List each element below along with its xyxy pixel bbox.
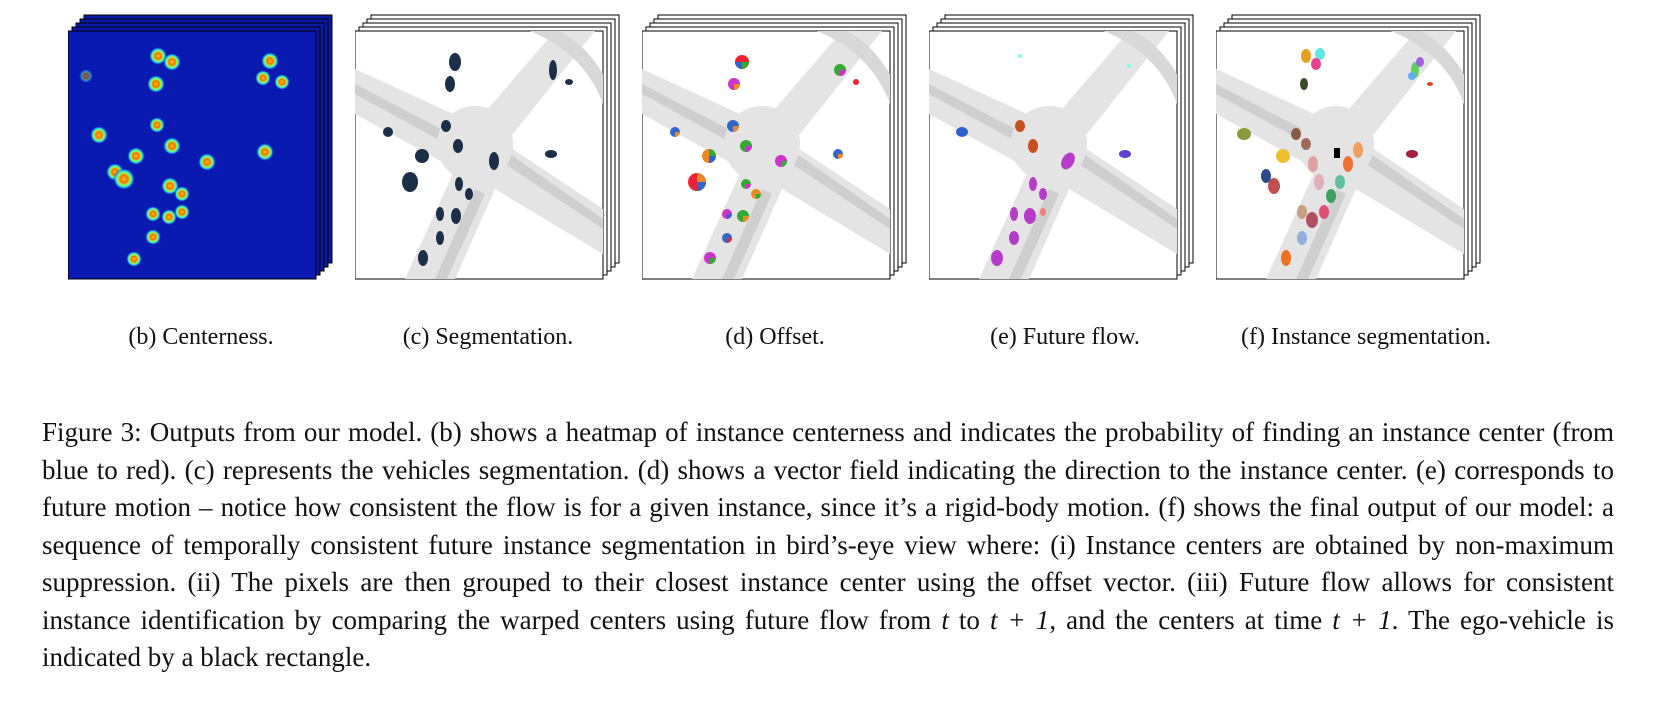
caption-text: to bbox=[948, 604, 990, 635]
caption-text: , and the centers at time bbox=[1049, 604, 1333, 635]
centerness-blobs bbox=[79, 47, 290, 267]
offset-vectors bbox=[670, 55, 859, 264]
centerness-panel bbox=[68, 14, 358, 298]
instance-segmentation-panel bbox=[1216, 14, 1506, 298]
flow-vectors bbox=[956, 54, 1131, 266]
subcaption-segmentation: (c) Segmentation. bbox=[402, 324, 574, 350]
caption-text: . The ego-vehicle is indicated by a blac… bbox=[42, 604, 1614, 673]
subcaption-instance-segmentation: (f) Instance segmentation. bbox=[1241, 324, 1491, 350]
math-t: t bbox=[941, 604, 949, 635]
segmentation-masks bbox=[383, 53, 573, 266]
figure-label: Figure 3: bbox=[42, 417, 142, 447]
figure-caption: Figure 3: Outputs from our model. (b) sh… bbox=[42, 414, 1614, 677]
ego-vehicle bbox=[1334, 148, 1340, 158]
subcaption-centerness: (b) Centerness. bbox=[128, 324, 274, 350]
segmentation-panel bbox=[355, 14, 645, 298]
subcaption-offset: (d) Offset. bbox=[725, 324, 825, 350]
future-flow-panel bbox=[929, 14, 1219, 298]
centerness-heatmap bbox=[68, 30, 317, 280]
offset-panel bbox=[642, 14, 932, 298]
subcaption-future-flow: (e) Future flow. bbox=[990, 324, 1140, 350]
math-t-plus-1: t + 1 bbox=[1332, 604, 1392, 635]
math-t-plus-1: t + 1 bbox=[989, 604, 1050, 635]
instance-masks bbox=[1237, 48, 1433, 266]
caption-text: Outputs from our model. (b) shows a heat… bbox=[42, 417, 1614, 635]
